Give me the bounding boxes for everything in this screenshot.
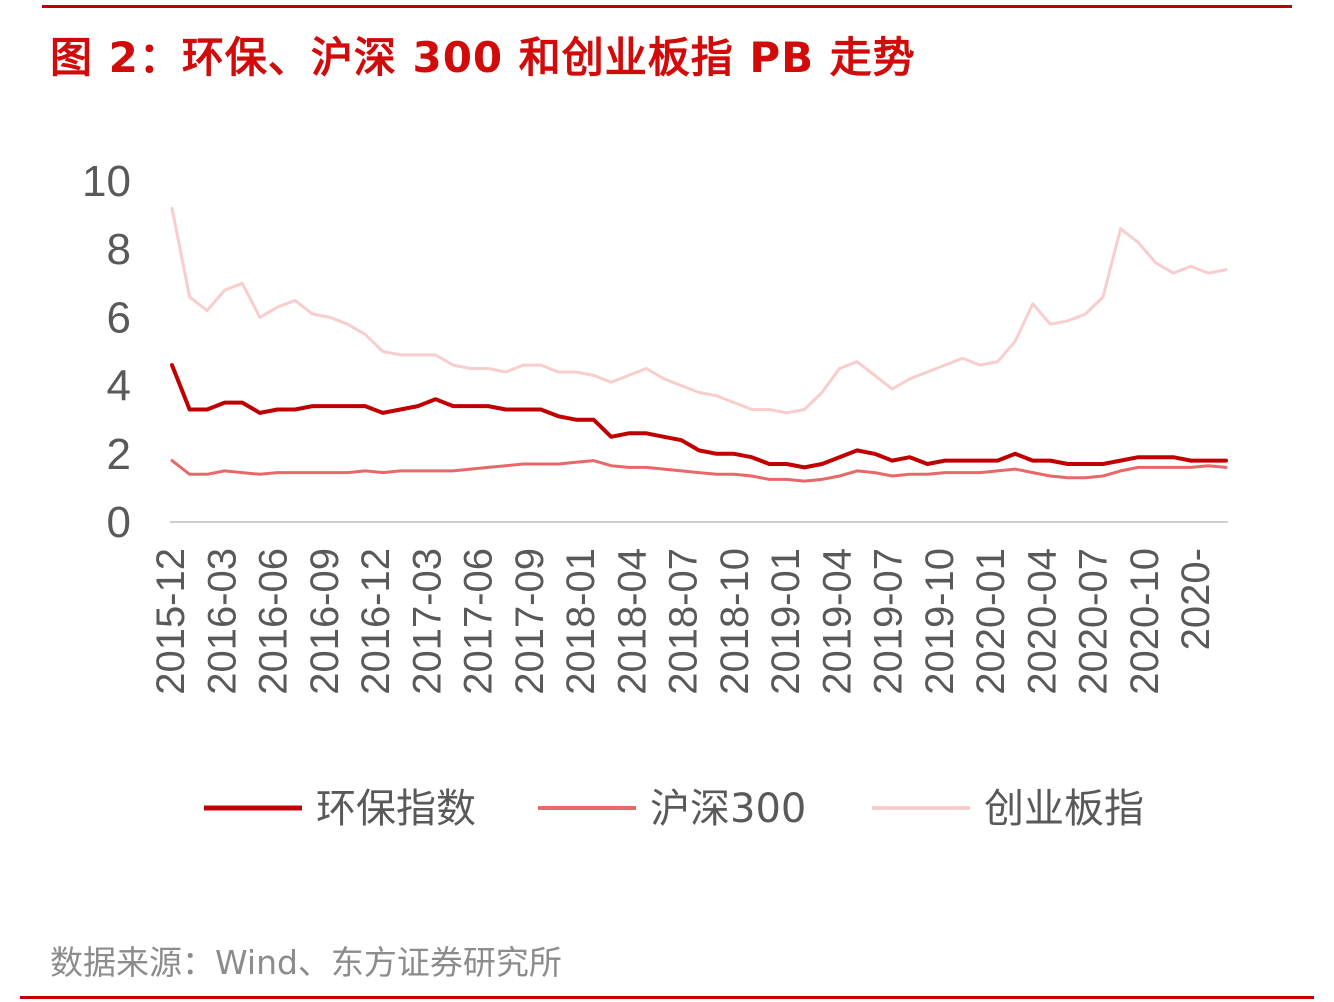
legend-label-1: 沪深300: [650, 786, 806, 832]
x-tick-label: 2016-06: [252, 548, 296, 695]
legend-label-0: 环保指数: [316, 786, 476, 832]
x-tick-label: 2020-10: [1123, 548, 1167, 695]
y-tick-label: 2: [107, 430, 131, 479]
x-tick-label: 2017-09: [508, 548, 552, 695]
y-tick-label: 6: [107, 293, 131, 342]
y-tick-label: 4: [107, 362, 131, 411]
y-tick-label: 10: [82, 157, 131, 206]
series-layer: [170, 206, 1228, 483]
bottom-rule: [20, 996, 1314, 999]
x-tick-label: 2016-09: [303, 548, 347, 695]
x-axis: 2015-12 2016-03 2016-06 2016-09 2016-12 2017-…: [149, 548, 1218, 695]
series-line-0: [170, 363, 1228, 470]
x-tick-label: 2019-01: [764, 548, 808, 695]
y-tick-label: 8: [107, 225, 131, 274]
series-line-2: [170, 206, 1228, 415]
y-axis: 0 2 4 6 8 10: [82, 157, 131, 547]
top-rule: [42, 5, 1292, 8]
x-tick-label: 2017-03: [405, 548, 449, 695]
series-line-1: [170, 459, 1228, 483]
x-tick-label: 2020-01: [969, 548, 1013, 695]
x-tick-label: 2016-03: [200, 548, 244, 695]
x-tick-label: 2018-01: [559, 548, 603, 695]
x-tick-label: 2015-12: [149, 548, 193, 695]
x-tick-label: 2018-10: [713, 548, 757, 695]
y-tick-label: 0: [107, 498, 131, 547]
legend-label-2: 创业板指: [984, 786, 1144, 832]
x-tick-label: 2020-: [1174, 548, 1218, 650]
source-note: 数据来源：Wind、东方证券研究所: [50, 943, 562, 982]
page-title: 图 2：环保、沪深 300 和创业板指 PB 走势: [50, 33, 916, 82]
x-tick-label: 2019-04: [815, 548, 859, 695]
x-tick-label: 2016-12: [354, 548, 398, 695]
x-tick-label: 2020-04: [1020, 548, 1064, 695]
x-tick-label: 2018-04: [610, 548, 654, 695]
legend: 环保指数 沪深300 创业板指: [204, 786, 1144, 832]
x-tick-label: 2020-07: [1072, 548, 1116, 695]
x-tick-label: 2017-06: [457, 548, 501, 695]
x-tick-label: 2018-07: [662, 548, 706, 695]
x-tick-label: 2019-07: [867, 548, 911, 695]
x-tick-label: 2019-10: [918, 548, 962, 695]
